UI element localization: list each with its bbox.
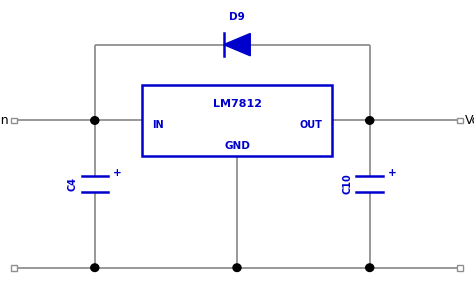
Bar: [457, 265, 463, 271]
Text: GND: GND: [224, 141, 250, 151]
Polygon shape: [224, 33, 250, 56]
Bar: [11, 117, 17, 123]
Text: C10: C10: [343, 174, 353, 194]
Bar: [11, 265, 17, 271]
Circle shape: [233, 264, 241, 271]
Bar: [142, 85, 332, 156]
Circle shape: [366, 117, 374, 124]
Text: Vin: Vin: [0, 114, 9, 127]
Circle shape: [366, 264, 374, 271]
Text: D9: D9: [229, 12, 245, 22]
Text: Vout: Vout: [465, 114, 474, 127]
Text: +: +: [113, 168, 121, 178]
Bar: [457, 117, 463, 123]
Text: +: +: [388, 168, 396, 178]
Circle shape: [91, 264, 99, 271]
Text: IN: IN: [152, 120, 164, 130]
Circle shape: [91, 117, 99, 124]
Text: OUT: OUT: [300, 120, 322, 130]
Text: LM7812: LM7812: [212, 99, 262, 108]
Text: C4: C4: [68, 177, 78, 191]
